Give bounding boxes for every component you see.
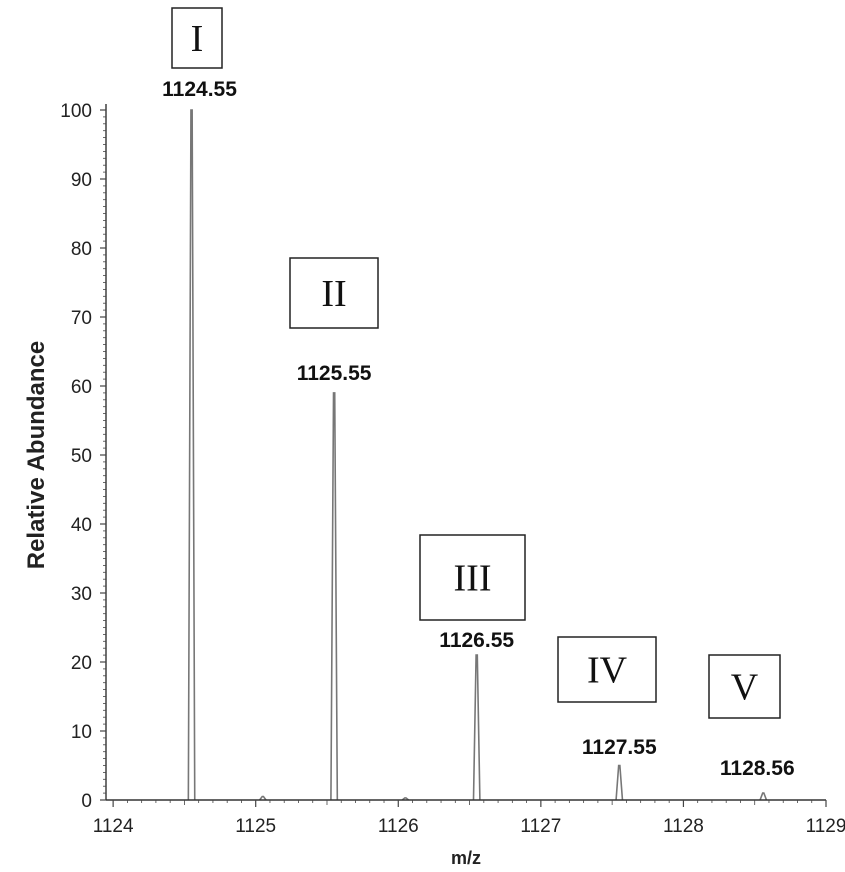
peak-mz-label: 1125.55 xyxy=(297,362,372,385)
x-tick-label: 1128 xyxy=(663,816,704,837)
peak-mz-label: 1124.55 xyxy=(162,78,237,101)
spectrum-minor-peak xyxy=(401,797,410,801)
peak-annotation-box xyxy=(557,636,657,703)
peak-mz-label: 1127.55 xyxy=(582,736,657,759)
peak-annotation-box xyxy=(708,654,781,719)
peak-annotation-numeral: IV xyxy=(587,650,628,692)
y-tick-label: 100 xyxy=(60,101,92,122)
x-tick-label: 1129 xyxy=(806,816,845,837)
peak-annotations: 1124.551125.551126.551127.551128.56IIIII… xyxy=(162,7,795,780)
y-tick-label: 80 xyxy=(71,239,92,260)
y-tick-label: 0 xyxy=(81,791,92,812)
y-tick-label: 40 xyxy=(71,515,92,536)
peak-mz-label: 1126.55 xyxy=(439,629,514,652)
peak-annotation-box xyxy=(289,257,379,329)
spectrum-peak xyxy=(330,392,339,801)
peak-annotation-numeral: II xyxy=(321,273,346,315)
x-tick-label: 1127 xyxy=(520,816,561,837)
y-tick-label: 70 xyxy=(71,308,92,329)
peak-annotation-numeral: III xyxy=(454,558,492,600)
peak-annotation-box xyxy=(171,7,223,69)
x-axis-title: m/z xyxy=(451,848,481,868)
peak-annotation-numeral: V xyxy=(731,667,759,709)
peak-mz-label: 1128.56 xyxy=(720,757,795,780)
spectrum-peak xyxy=(615,764,624,801)
spectrum-minor-peak xyxy=(258,795,267,801)
x-tick-label: 1124 xyxy=(93,816,134,837)
x-tick-label: 1126 xyxy=(378,816,419,837)
spectrum-peak xyxy=(187,109,196,801)
axes: 0 10 20 30 40 50 60 70 80 90 100 1124 1125 1126 1127 11… xyxy=(60,101,845,837)
x-tick-label: 1125 xyxy=(235,816,276,837)
plot-area xyxy=(187,109,768,801)
y-tick-label: 30 xyxy=(71,584,92,605)
spectrum-peak xyxy=(472,654,481,801)
peak-annotation-numeral: I xyxy=(191,18,204,60)
y-tick-label: 90 xyxy=(71,170,92,191)
spectrum-peak xyxy=(759,792,768,801)
y-axis-title: Relative Abundance xyxy=(23,341,50,570)
y-tick-label: 50 xyxy=(71,446,92,467)
y-tick-label: 20 xyxy=(71,653,92,674)
peak-annotation-box xyxy=(419,534,526,621)
y-tick-label: 60 xyxy=(71,377,92,398)
y-tick-label: 10 xyxy=(71,722,92,743)
